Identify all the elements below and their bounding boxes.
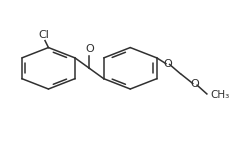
Text: O: O: [163, 59, 172, 69]
Text: O: O: [191, 79, 199, 89]
Text: O: O: [85, 44, 94, 54]
Text: Cl: Cl: [38, 30, 49, 40]
Text: CH₃: CH₃: [211, 90, 230, 100]
